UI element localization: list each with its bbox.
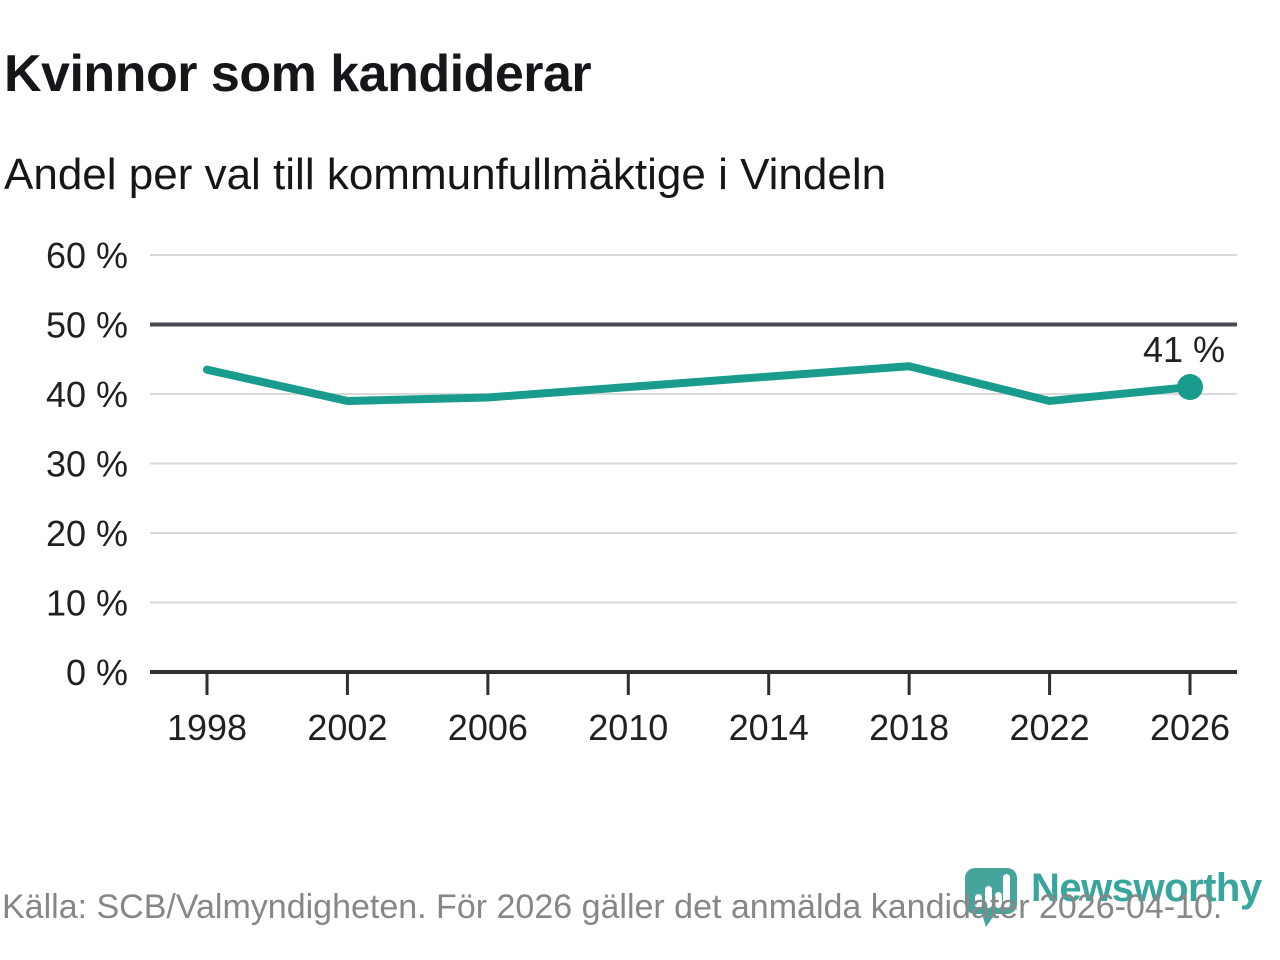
x-tick-label: 2010 [588,707,668,748]
newsworthy-logo-icon [965,868,1017,927]
y-tick-label: 50 % [46,305,128,346]
x-tick-label: 2022 [1010,707,1090,748]
y-tick-label: 10 % [46,583,128,624]
data-point-last [1177,374,1203,401]
x-tick-label: 1998 [167,707,247,748]
newsworthy-wordmark: Newsworthy [1031,866,1262,910]
y-tick-label: 30 % [46,444,128,485]
chart-subtitle: Andel per val till kommunfullmäktige i V… [4,150,887,199]
data-point-label: 41 % [1143,329,1225,370]
logo-bars [975,874,1010,908]
y-tick-label: 20 % [46,513,128,554]
data-line [203,362,1194,405]
x-tick-label: 2018 [869,707,949,748]
y-tick-label: 0 % [66,652,128,693]
x-tick-label: 2014 [729,707,809,748]
x-tick-label: 2002 [307,707,387,748]
chart-title: Kvinnor som kandiderar [4,45,592,103]
x-tick-label: 2006 [448,707,528,748]
line-chart: 0 % 10 % 20 % 30 % 40 % 50 % 60 % 1998 2002 2006 2… [46,235,1237,748]
y-tick-label: 60 % [46,235,128,276]
x-tick-label: 2026 [1150,707,1230,748]
source-note: Källa: SCB/Valmyndigheten. För 2026 gäll… [2,888,1223,926]
y-tick-label: 40 % [46,374,128,415]
newsworthy-logo: Newsworthy [965,860,1262,932]
